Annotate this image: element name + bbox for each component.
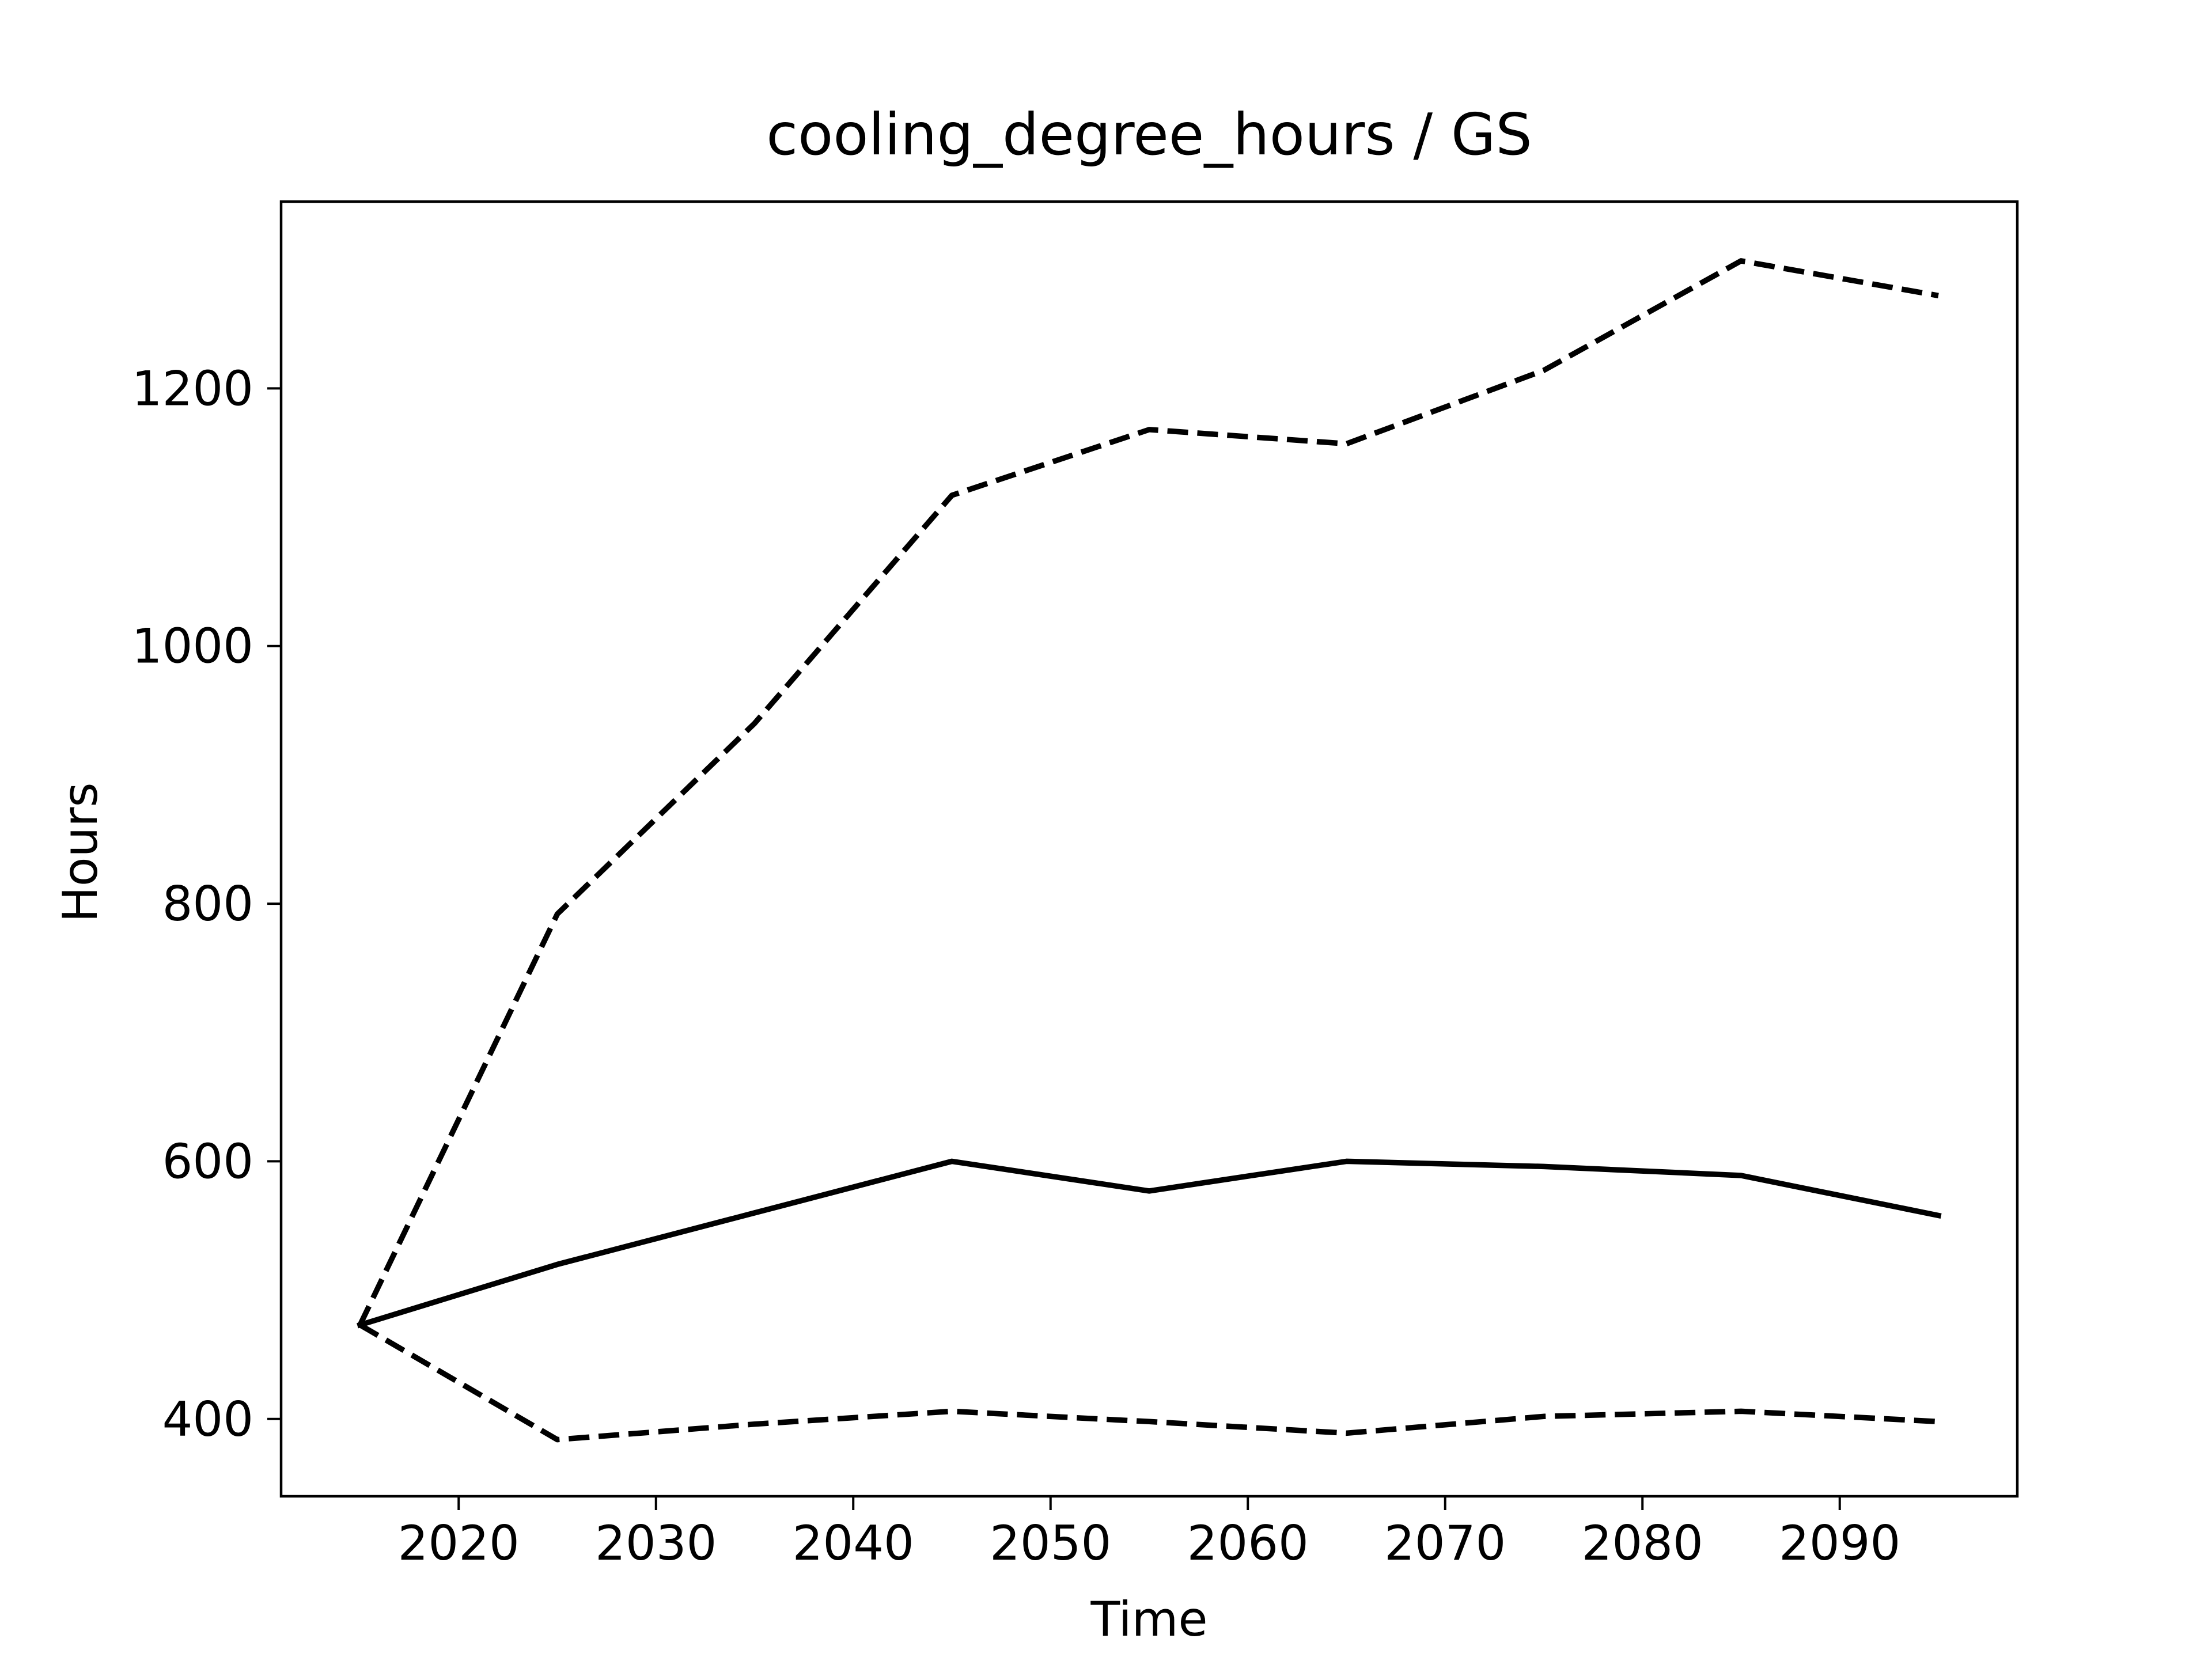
plot-frame: [279, 200, 2019, 1498]
x-tick-label-2050: 2050: [990, 1515, 1111, 1571]
y-tick-label-1000: 1000: [132, 619, 253, 674]
y-tick-label-1200: 1200: [132, 361, 253, 416]
x-tick-label-2090: 2090: [1779, 1515, 1900, 1571]
series-line-3: [358, 1322, 1939, 1443]
y-axis-label: Hours: [52, 782, 108, 922]
y-tick-label-800: 800: [162, 876, 253, 932]
y-tick-label-600: 600: [162, 1133, 253, 1189]
chart-title: cooling_degree_hours / GS: [766, 101, 1532, 168]
series-line-2: [357, 258, 1939, 1326]
x-tick-label-2030: 2030: [595, 1515, 717, 1571]
x-tick-label-2070: 2070: [1384, 1515, 1506, 1571]
series-line-1: [357, 1158, 1942, 1329]
x-tick-label-2020: 2020: [398, 1515, 520, 1571]
y-tick-label-400: 400: [162, 1391, 253, 1447]
x-axis-label: Time: [1090, 1591, 1207, 1647]
x-tick-label-2080: 2080: [1582, 1515, 1703, 1571]
x-tick-label-2040: 2040: [793, 1515, 914, 1571]
x-tick-label-2060: 2060: [1187, 1515, 1309, 1571]
